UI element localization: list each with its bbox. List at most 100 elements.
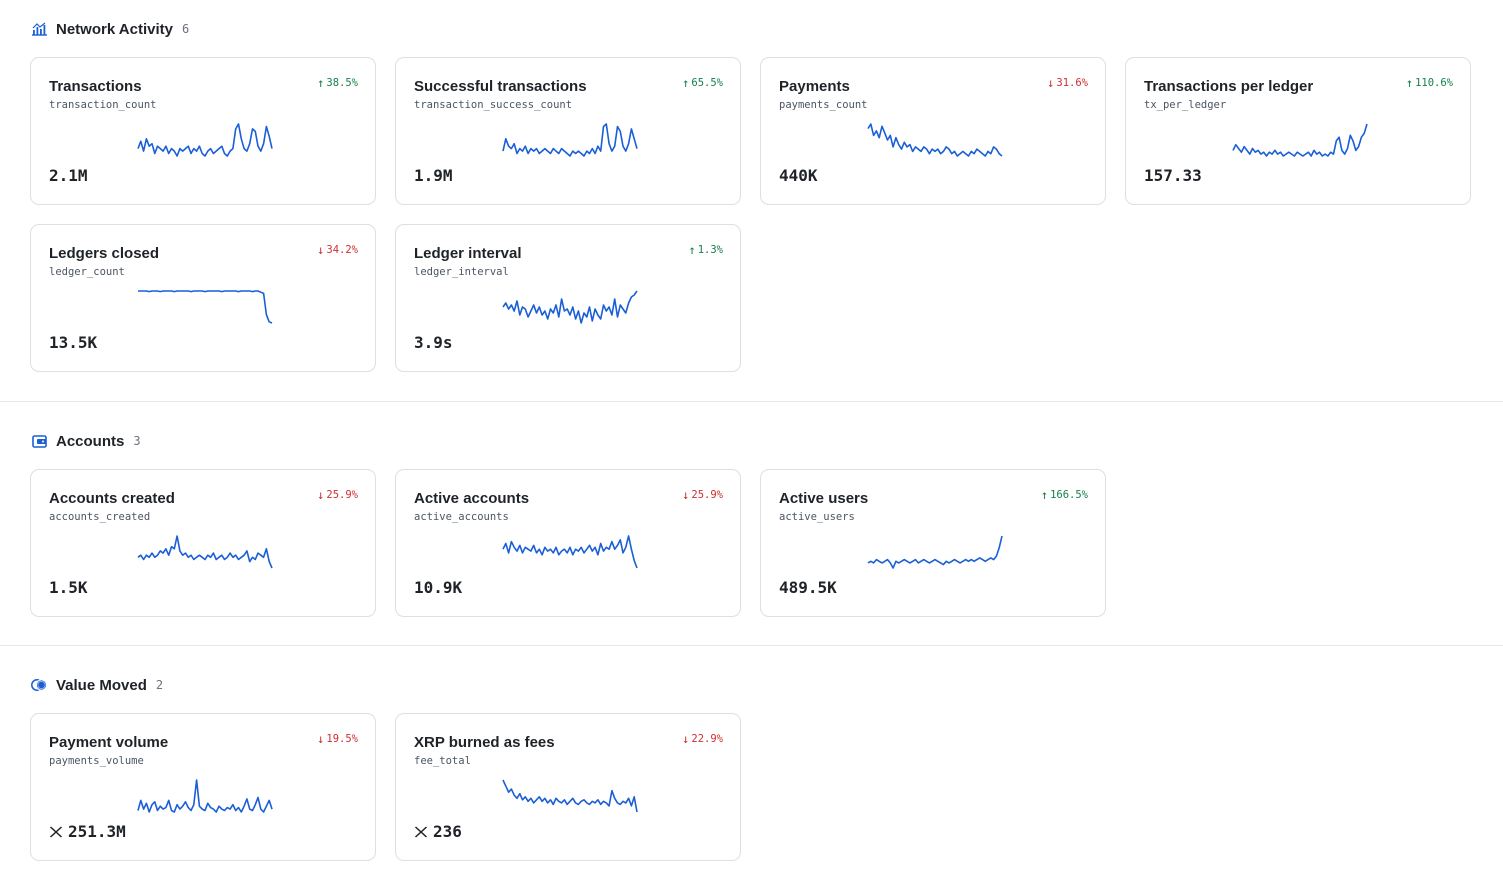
metric-title: Ledgers closed [49,245,160,262]
network-activity-header: Network Activity 6 [30,19,1473,39]
sparkline-chart [138,290,273,324]
metric-card-payments-count[interactable]: Payments payments_count ↓ 31.6% 440K [760,57,1106,205]
chart-bars-icon [30,20,48,38]
metric-key: transaction_success_count [414,99,573,111]
delta-value: 22.9% [691,733,723,745]
section-count: 3 [133,434,141,448]
sparkline-chart [1232,123,1368,157]
metric-value: 3.9s [414,333,453,352]
accounts-section: Accounts 3 Accounts created accounts_cre… [0,401,1503,645]
delta-value: 110.6% [1415,77,1453,89]
arrow-up-icon: ↑ [317,76,325,90]
sparkline-series [502,123,638,157]
metric-value-text: 3.9s [414,333,453,352]
metric-value-text: 440K [779,166,818,185]
metric-card-ledger-count[interactable]: Ledgers closed ledger_count ↓ 34.2% 13.5… [30,224,376,372]
metric-key: payments_volume [49,755,144,767]
network-activity-section: Network Activity 6 Transactions transact… [0,0,1503,401]
metric-title: Active accounts [414,490,530,507]
metric-title: Successful transactions [414,78,587,95]
metric-card-payments-volume[interactable]: Payment volume payments_volume ↓ 19.5% 2… [30,713,376,861]
metric-key: active_users [779,511,855,523]
arrow-down-icon: ↓ [317,732,325,746]
metric-value: 1.9M [414,166,453,185]
sparkline-chart [867,123,1003,157]
sparkline-series [137,123,273,157]
metric-key: tx_per_ledger [1144,99,1227,111]
metric-delta: ↓ 25.9% [682,488,723,502]
metric-value-text: 10.9K [414,578,463,597]
arrow-down-icon: ↓ [682,732,690,746]
metric-key: transaction_count [49,99,157,111]
sparkline-series [1232,123,1368,157]
metric-title: Transactions [49,78,142,95]
metric-value: 157.33 [1144,166,1202,185]
value-moved-section: Value Moved 2 Payment volume payments_vo… [0,645,1503,861]
sparkline-series [867,535,1003,569]
metric-value-text: 1.9M [414,166,453,185]
metric-delta: ↑ 166.5% [1041,488,1088,502]
sparkline-series [502,779,638,813]
metric-value-text: 251.3M [68,822,126,841]
metric-card-fee-total[interactable]: XRP burned as fees fee_total ↓ 22.9% 236 [395,713,741,861]
delta-value: 166.5% [1050,489,1088,501]
xrp-icon [49,825,63,838]
sparkline-chart [137,123,273,157]
sparkline-chart [137,535,273,569]
value-moved-grid: Payment volume payments_volume ↓ 19.5% 2… [30,713,1473,861]
metric-card-transaction-success-count[interactable]: Successful transactions transaction_succ… [395,57,741,205]
metric-card-transaction-count[interactable]: Transactions transaction_count ↑ 38.5% 2… [30,57,376,205]
metric-title: XRP burned as fees [414,734,555,751]
delta-value: 65.5% [691,77,723,89]
metric-card-active-users[interactable]: Active users active_users ↑ 166.5% 489.5… [760,469,1106,617]
metric-value: 251.3M [49,822,126,841]
metric-card-active-accounts[interactable]: Active accounts active_accounts ↓ 25.9% … [395,469,741,617]
delta-value: 31.6% [1056,77,1088,89]
metric-value: 1.5K [49,578,88,597]
metric-card-accounts-created[interactable]: Accounts created accounts_created ↓ 25.9… [30,469,376,617]
sparkline-chart [502,290,638,324]
metric-key: accounts_created [49,511,151,523]
metric-delta: ↑ 110.6% [1406,76,1453,90]
metric-key: fee_total [414,755,471,767]
arrow-down-icon: ↓ [317,488,325,502]
metric-delta: ↓ 34.2% [317,243,358,257]
delta-value: 25.9% [691,489,723,501]
sparkline-chart [502,123,638,157]
network-activity-grid: Transactions transaction_count ↑ 38.5% 2… [30,57,1473,372]
metric-value: 236 [414,822,462,841]
sparkline-series [502,290,638,324]
metric-delta: ↓ 22.9% [682,732,723,746]
accounts-grid: Accounts created accounts_created ↓ 25.9… [30,469,1473,617]
metric-delta: ↑ 1.3% [688,243,723,257]
arrow-down-icon: ↓ [317,243,325,257]
arrow-down-icon: ↓ [682,488,690,502]
metric-value-text: 13.5K [49,333,98,352]
arrow-up-icon: ↑ [1040,488,1049,502]
arrow-up-icon: ↑ [688,243,696,257]
coins-icon [30,676,48,694]
sparkline-series [138,290,273,324]
sparkline-chart [867,535,1003,569]
metric-delta: ↑ 65.5% [682,76,723,90]
metric-value: 489.5K [779,578,837,597]
metric-value-text: 2.1M [49,166,88,185]
metric-title: Active users [779,490,869,507]
delta-value: 1.3% [697,244,723,256]
arrow-up-icon: ↑ [1405,76,1414,90]
metric-card-ledger-interval[interactable]: Ledger interval ledger_interval ↑ 1.3% 3… [395,224,741,372]
metric-card-tx-per-ledger[interactable]: Transactions per ledger tx_per_ledger ↑ … [1125,57,1471,205]
metric-value: 440K [779,166,818,185]
delta-value: 19.5% [326,733,358,745]
wallet-icon [30,432,48,450]
section-title: Accounts [56,432,125,450]
metric-key: ledger_count [49,266,125,278]
metric-value: 10.9K [414,578,462,597]
metric-title: Payment volume [49,734,169,751]
metric-delta: ↓ 25.9% [317,488,358,502]
accounts-header: Accounts 3 [30,431,1473,451]
sparkline-chart [502,779,638,813]
metric-value-text: 157.33 [1144,166,1202,185]
metric-key: payments_count [779,99,868,111]
xrp-icon [414,825,428,838]
